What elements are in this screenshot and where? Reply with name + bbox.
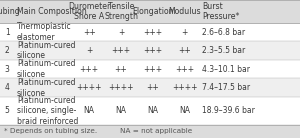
Text: 2.3–5.5 bar: 2.3–5.5 bar <box>202 46 245 55</box>
Bar <box>0 0 300 23</box>
Text: +: + <box>86 46 92 55</box>
Text: 4: 4 <box>5 83 10 92</box>
Text: 18.9–39.6 bar: 18.9–39.6 bar <box>202 106 255 116</box>
Text: Tubing: Tubing <box>0 7 20 16</box>
Text: Thermoplastic
elastomer: Thermoplastic elastomer <box>17 22 71 42</box>
Text: 3: 3 <box>5 65 10 74</box>
Text: +++: +++ <box>143 46 163 55</box>
Text: Main Composition: Main Composition <box>17 7 87 16</box>
Bar <box>0 60 300 79</box>
Text: ++++: ++++ <box>172 83 197 92</box>
Text: 7.4–17.5 bar: 7.4–17.5 bar <box>202 83 250 92</box>
Text: 2: 2 <box>5 46 10 55</box>
Text: +++: +++ <box>143 28 163 37</box>
Text: +++: +++ <box>112 46 130 55</box>
Bar <box>0 125 300 138</box>
Text: +: + <box>118 28 124 37</box>
Bar <box>0 97 300 125</box>
Text: Durometer
Shore A: Durometer Shore A <box>68 2 110 21</box>
Text: NA: NA <box>148 106 158 116</box>
Text: ++: ++ <box>115 65 128 74</box>
Text: Burst
Pressure*: Burst Pressure* <box>202 2 240 21</box>
Text: +++: +++ <box>175 65 194 74</box>
Text: +++: +++ <box>143 65 163 74</box>
Bar <box>0 41 300 60</box>
Bar <box>0 23 300 41</box>
Text: Tensile
Strength: Tensile Strength <box>104 2 138 21</box>
Text: * Depends on tubing size.: * Depends on tubing size. <box>4 128 97 134</box>
Text: Modulus: Modulus <box>168 7 201 16</box>
Text: Elongation: Elongation <box>132 7 174 16</box>
Text: 1: 1 <box>5 28 10 37</box>
Text: ++: ++ <box>178 46 191 55</box>
Text: ++: ++ <box>147 83 159 92</box>
Text: ++++: ++++ <box>76 83 102 92</box>
Text: +: + <box>181 28 188 37</box>
Text: Platinum-cured
silicone: Platinum-cured silicone <box>17 59 75 79</box>
Text: NA: NA <box>84 106 94 116</box>
Text: 5: 5 <box>5 106 10 116</box>
Text: Platinum-cured
silicone, single-
braid reinforced: Platinum-cured silicone, single- braid r… <box>17 96 78 126</box>
Text: Platinum-cured
silicone: Platinum-cured silicone <box>17 41 75 60</box>
Text: NA = not applicable: NA = not applicable <box>120 128 192 134</box>
Text: Platinum-cured
silicone: Platinum-cured silicone <box>17 78 75 98</box>
Text: 4.3–10.1 bar: 4.3–10.1 bar <box>202 65 250 74</box>
Text: ++++: ++++ <box>108 83 134 92</box>
Text: 2.6–6.8 bar: 2.6–6.8 bar <box>202 28 245 37</box>
Text: +++: +++ <box>80 65 99 74</box>
Bar <box>0 79 300 97</box>
Text: ++: ++ <box>83 28 95 37</box>
Text: NA: NA <box>179 106 190 116</box>
Text: NA: NA <box>116 106 127 116</box>
